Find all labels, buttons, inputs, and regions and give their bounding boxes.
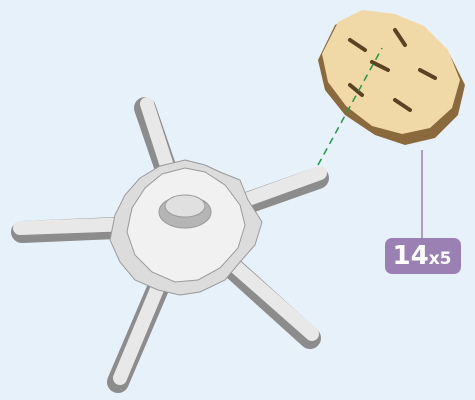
gear-part (318, 10, 465, 145)
connector-line (317, 47, 383, 166)
hub-part (11, 97, 329, 393)
gear-top (322, 10, 460, 134)
hub-socket-top (164, 194, 206, 218)
callout-badge (385, 238, 461, 274)
callout-text: 14x5 (393, 241, 452, 271)
part-count: 14 (393, 241, 429, 271)
multiplier: x5 (429, 249, 452, 269)
gear-slots (348, 28, 437, 112)
